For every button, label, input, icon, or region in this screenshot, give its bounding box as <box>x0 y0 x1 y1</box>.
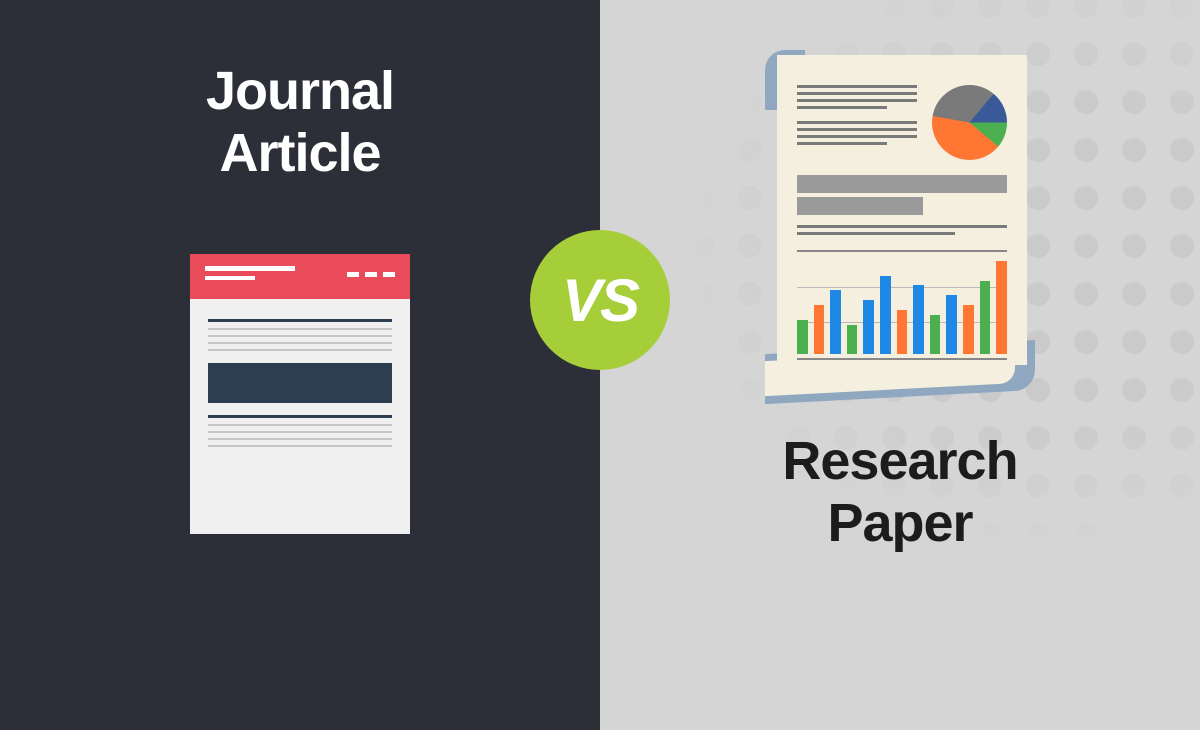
research-paper-icon <box>765 50 1035 390</box>
right-title-line1: Research <box>782 431 1017 491</box>
bar <box>814 305 825 354</box>
left-title: Journal Article <box>206 60 394 184</box>
bar-chart-icon <box>797 250 1007 360</box>
bar <box>830 290 841 354</box>
journal-header-nav <box>347 272 395 277</box>
journal-article-icon <box>190 254 410 534</box>
bar <box>946 295 957 354</box>
bar <box>930 315 941 354</box>
bar <box>980 281 991 355</box>
right-title: Research Paper <box>782 430 1017 554</box>
paper-text-lines <box>797 85 917 160</box>
bar <box>880 276 891 354</box>
bar <box>847 325 858 354</box>
journal-body <box>190 299 410 472</box>
bar <box>863 300 874 354</box>
left-title-line1: Journal <box>206 61 394 121</box>
vs-label: VS <box>562 266 638 335</box>
paper-mid-lines <box>797 225 1007 235</box>
paper-body <box>777 55 1027 365</box>
paper-block-short <box>797 197 923 215</box>
journal-header <box>190 254 410 299</box>
paper-block <box>797 175 1007 193</box>
vs-badge: VS <box>530 230 670 370</box>
bar <box>963 305 974 354</box>
pie-chart-icon <box>932 85 1007 160</box>
right-panel: Research Paper <box>600 0 1200 730</box>
journal-image-block <box>208 363 392 403</box>
journal-header-line <box>205 266 295 271</box>
bar <box>897 310 908 354</box>
bar <box>797 320 808 354</box>
bar <box>996 261 1007 354</box>
bar <box>913 285 924 354</box>
journal-header-line-short <box>205 276 255 280</box>
left-panel: Journal Article <box>0 0 600 730</box>
left-title-line2: Article <box>219 123 380 183</box>
right-title-line2: Paper <box>827 493 972 553</box>
